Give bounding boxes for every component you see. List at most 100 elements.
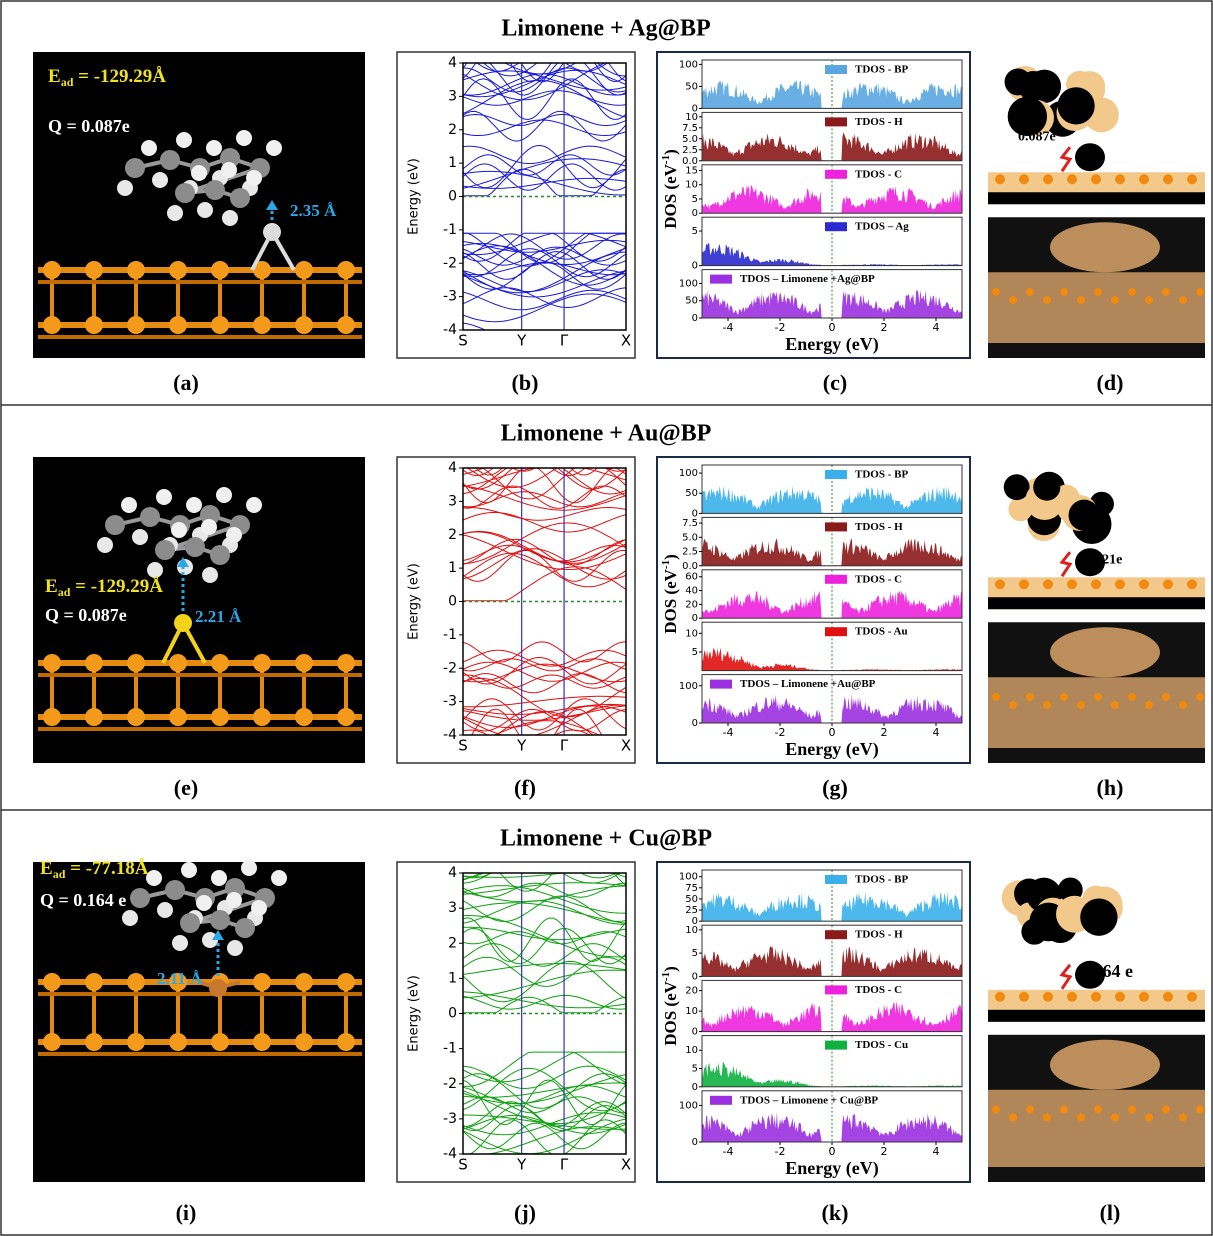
surface-atom xyxy=(1139,579,1149,589)
carbon-atom xyxy=(155,540,175,560)
k-point-label: X xyxy=(621,1156,631,1174)
energy-value: = -77.18Å xyxy=(65,858,148,879)
carbon-atom xyxy=(165,880,185,900)
y-tick-label: 7.5 xyxy=(682,518,698,529)
density-blob xyxy=(1069,500,1100,531)
y-tick-label: 2 xyxy=(448,527,457,543)
lattice-atom xyxy=(169,1033,187,1051)
density-molecule xyxy=(1050,1040,1160,1090)
hydrogen-atom xyxy=(176,132,192,148)
legend-swatch xyxy=(825,65,847,74)
surface-atom xyxy=(1115,992,1125,1002)
lattice-atom xyxy=(43,316,61,334)
y-tick-label: 100 xyxy=(679,468,698,479)
k-point-label: S xyxy=(458,737,468,755)
k-point-label: Y xyxy=(516,737,527,755)
hydrogen-atom xyxy=(201,519,217,535)
y-tick-label: 4 xyxy=(448,460,457,476)
adsorbate-atom xyxy=(263,223,281,241)
y-label-text: DOS (eV xyxy=(661,980,680,1045)
legend-swatch xyxy=(710,1096,732,1105)
hydrogen-atom xyxy=(156,489,172,505)
lattice-atom xyxy=(211,708,229,726)
y-tick-label: -4 xyxy=(443,1146,457,1162)
adsorbate-atom xyxy=(174,614,192,632)
hydrogen-atom xyxy=(117,180,133,196)
density-atom xyxy=(992,693,1000,701)
y-tick-label: 4 xyxy=(448,865,457,881)
legend-label: TDOS - H xyxy=(855,116,903,128)
density-bump xyxy=(1075,143,1105,171)
x-tick-label: 2 xyxy=(881,321,888,334)
density-blob xyxy=(1033,474,1060,501)
k-point-label: Y xyxy=(516,332,527,350)
y-tick-label: 2.5 xyxy=(682,547,698,558)
lattice-atom xyxy=(337,316,355,334)
k-point-label: Y xyxy=(516,1156,527,1174)
surface-atom xyxy=(1163,992,1173,1002)
lattice-atom xyxy=(295,316,313,334)
x-tick-label: -4 xyxy=(723,726,734,739)
legend-swatch xyxy=(825,222,847,231)
k-point-label: Γ xyxy=(560,332,569,350)
hydrogen-atom xyxy=(97,537,113,553)
y-tick-label: 10 xyxy=(685,1045,698,1056)
y-tick-label: 0 xyxy=(448,189,457,205)
density-band xyxy=(988,272,1205,343)
y-tick-label: 0 xyxy=(448,594,457,610)
y-label-sup: -1 xyxy=(660,155,672,164)
x-tick-label: 4 xyxy=(933,321,940,334)
hydrogen-atom xyxy=(122,910,138,926)
y-tick-label: 50 xyxy=(685,81,698,92)
lattice-atom xyxy=(43,708,61,726)
y-tick-label: 20 xyxy=(685,986,698,997)
hydrogen-atom xyxy=(196,895,212,911)
lattice-atom xyxy=(127,261,145,279)
x-tick-label: 0 xyxy=(829,321,836,334)
density-atom xyxy=(1179,701,1187,709)
legend-swatch xyxy=(710,275,732,284)
y-tick-label: -3 xyxy=(443,694,457,710)
hydrogen-atom xyxy=(251,900,267,916)
y-tick-label: 0 xyxy=(692,1027,698,1038)
surface-atom xyxy=(1091,174,1101,184)
legend-label: TDOS - C xyxy=(855,168,902,180)
hydrogen-atom xyxy=(186,497,202,513)
lattice-atom xyxy=(169,654,187,672)
density-atom xyxy=(1162,1106,1170,1114)
y-tick-label: 4 xyxy=(448,55,457,71)
energy-value: = -129.29Å xyxy=(70,576,163,597)
surface-layer xyxy=(988,1010,1205,1022)
hydrogen-atom xyxy=(241,860,257,876)
density-atom xyxy=(1196,288,1204,296)
lattice-atom xyxy=(43,1033,61,1051)
y-tick-label: 10 xyxy=(685,628,698,639)
hydrogen-atom xyxy=(197,202,213,218)
surface-atom xyxy=(995,174,1005,184)
carbon-atom xyxy=(140,507,160,527)
density-blob xyxy=(1005,68,1032,95)
surface-atom xyxy=(1187,579,1197,589)
legend-label: TDOS - C xyxy=(855,984,902,996)
surface-atom xyxy=(995,579,1005,589)
surface-atom xyxy=(1067,579,1077,589)
legend-label: TDOS – Limonene +Au@BP xyxy=(740,678,876,690)
density-atom xyxy=(1111,701,1119,709)
density-atom xyxy=(1094,693,1102,701)
carbon-atom xyxy=(130,888,150,908)
energy-subscript: ad xyxy=(53,867,66,881)
carbon-atom xyxy=(125,158,145,178)
lattice-atom xyxy=(253,708,271,726)
surface-atom xyxy=(1139,174,1149,184)
y-tick-label: 0 xyxy=(692,971,698,982)
y-tick-label: 50 xyxy=(685,296,698,307)
density-atom xyxy=(1111,1114,1119,1122)
density-atom xyxy=(992,288,1000,296)
y-tick-label: 0 xyxy=(692,718,698,729)
surface-atom xyxy=(1019,992,1029,1002)
lattice-atom xyxy=(127,973,145,991)
legend-swatch xyxy=(825,627,847,636)
x-tick-label: -2 xyxy=(775,1145,786,1158)
y-tick-label: 100 xyxy=(679,59,698,70)
y-tick-label: -2 xyxy=(443,660,457,676)
